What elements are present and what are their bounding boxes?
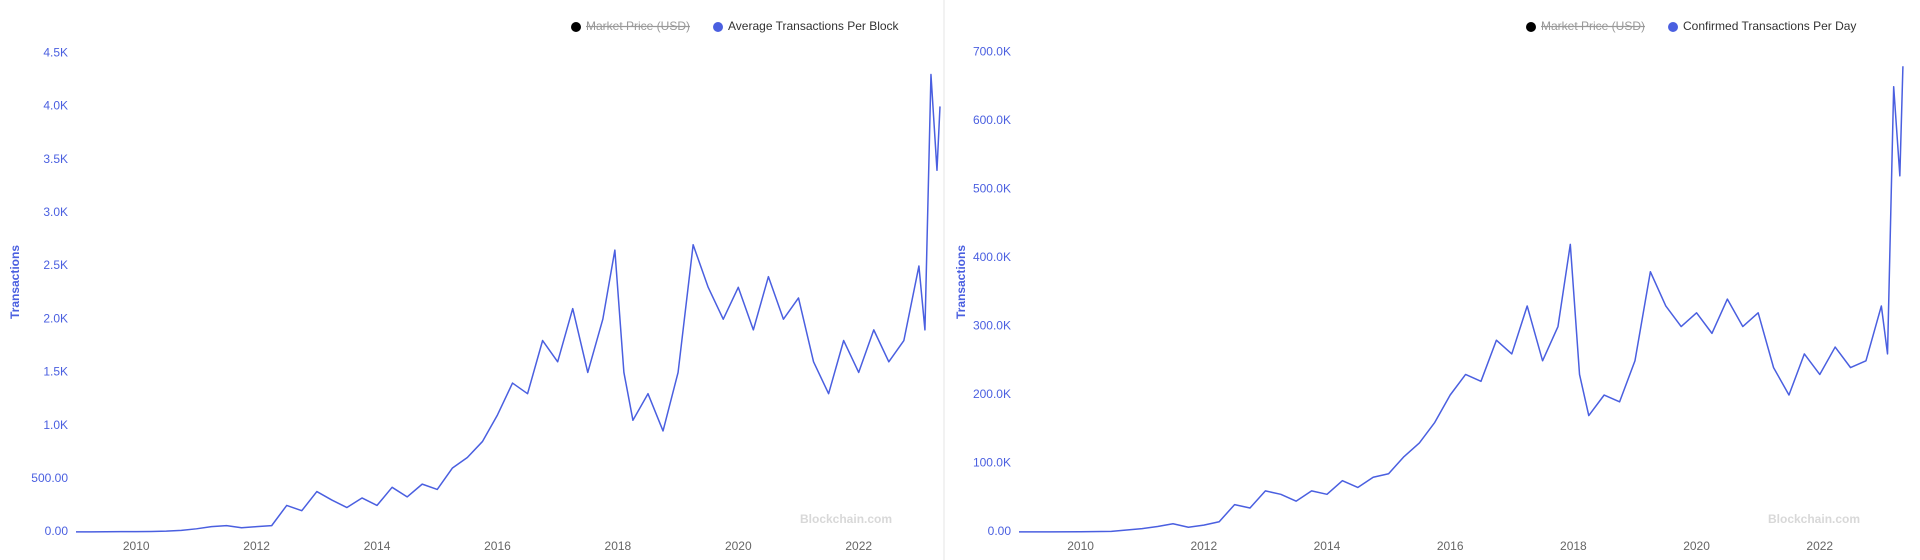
y-tick-label: 3.0K xyxy=(43,205,68,219)
legend-entry[interactable]: Average Transactions Per Block xyxy=(728,19,900,33)
legend-entry[interactable]: Market Price (USD) xyxy=(586,19,690,33)
x-tick-label: 2010 xyxy=(1067,539,1094,553)
y-tick-label: 400.0K xyxy=(973,250,1011,264)
y-tick-label: 2.5K xyxy=(43,258,68,272)
y-tick-label: 0.00 xyxy=(988,524,1012,538)
x-tick-label: 2010 xyxy=(123,539,150,553)
y-tick-label: 300.0K xyxy=(973,319,1011,333)
y-tick-label: 4.5K xyxy=(43,45,68,59)
y-tick-label: 500.0K xyxy=(973,182,1011,196)
y-tick-label: 2.0K xyxy=(43,311,68,325)
x-tick-label: 2018 xyxy=(1560,539,1587,553)
legend-marker xyxy=(713,22,724,32)
x-tick-label: 2020 xyxy=(725,539,752,553)
legend-marker xyxy=(1668,22,1679,32)
y-tick-label: 3.5K xyxy=(43,152,68,166)
y-tick-label: 600.0K xyxy=(973,113,1011,127)
x-tick-label: 2022 xyxy=(845,539,872,553)
x-tick-label: 2016 xyxy=(1437,539,1464,553)
data-line xyxy=(76,73,941,533)
x-tick-label: 2012 xyxy=(243,539,270,553)
watermark: Blockchain.com xyxy=(800,512,892,526)
y-tick-label: 1.0K xyxy=(43,418,68,432)
y-axis-title: Transactions xyxy=(8,245,22,319)
x-tick-label: 2012 xyxy=(1190,539,1217,553)
y-axis-title: Transactions xyxy=(954,245,968,319)
y-tick-label: 1.5K xyxy=(43,365,68,379)
x-tick-label: 2014 xyxy=(1314,539,1341,553)
y-tick-label: 200.0K xyxy=(973,387,1011,401)
x-tick-label: 2018 xyxy=(605,539,632,553)
y-tick-label: 700.0K xyxy=(973,45,1011,59)
x-tick-label: 2022 xyxy=(1806,539,1833,553)
legend-entry[interactable]: Market Price (USD) xyxy=(1541,19,1645,33)
data-line xyxy=(1018,66,1904,533)
legend-marker xyxy=(571,22,581,32)
x-tick-label: 2016 xyxy=(484,539,511,553)
y-tick-label: 100.0K xyxy=(973,456,1011,470)
legend-entry[interactable]: Confirmed Transactions Per Day xyxy=(1683,19,1856,33)
y-tick-label: 4.0K xyxy=(43,99,68,113)
y-tick-label: 0.00 xyxy=(45,524,69,538)
watermark: Blockchain.com xyxy=(1768,512,1860,526)
legend-marker xyxy=(1526,22,1536,32)
x-tick-label: 2014 xyxy=(364,539,391,553)
y-tick-label: 500.00 xyxy=(31,471,68,485)
x-tick-label: 2020 xyxy=(1683,539,1710,553)
